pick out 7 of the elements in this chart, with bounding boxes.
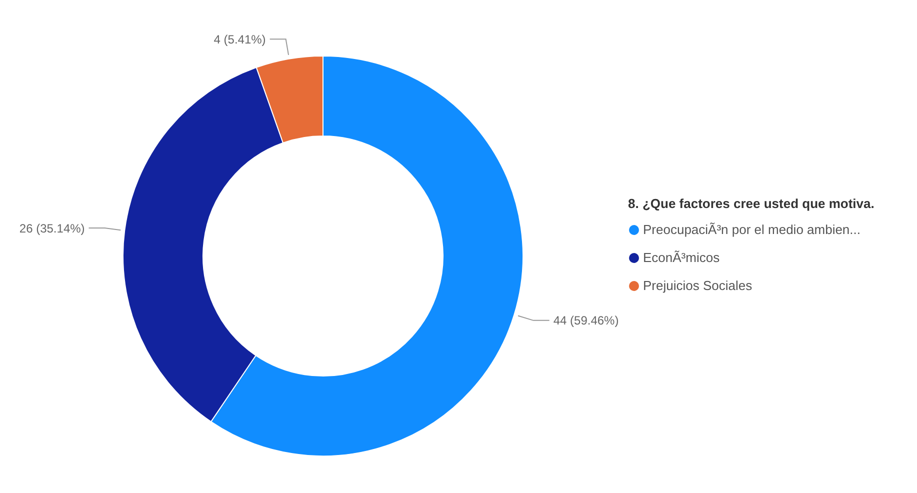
legend-title: 8. ¿Que factores cree usted que motiva. [628,196,874,211]
legend-label: EconÃ³micos [643,250,720,265]
legend-label: PreocupaciÃ³n por el medio ambien... [643,222,861,237]
data-label: 4 (5.41%) [214,32,266,46]
legend-label: Prejuicios Sociales [643,278,753,293]
data-label: 26 (35.14%) [19,221,85,236]
data-label: 44 (59.46%) [553,314,619,328]
